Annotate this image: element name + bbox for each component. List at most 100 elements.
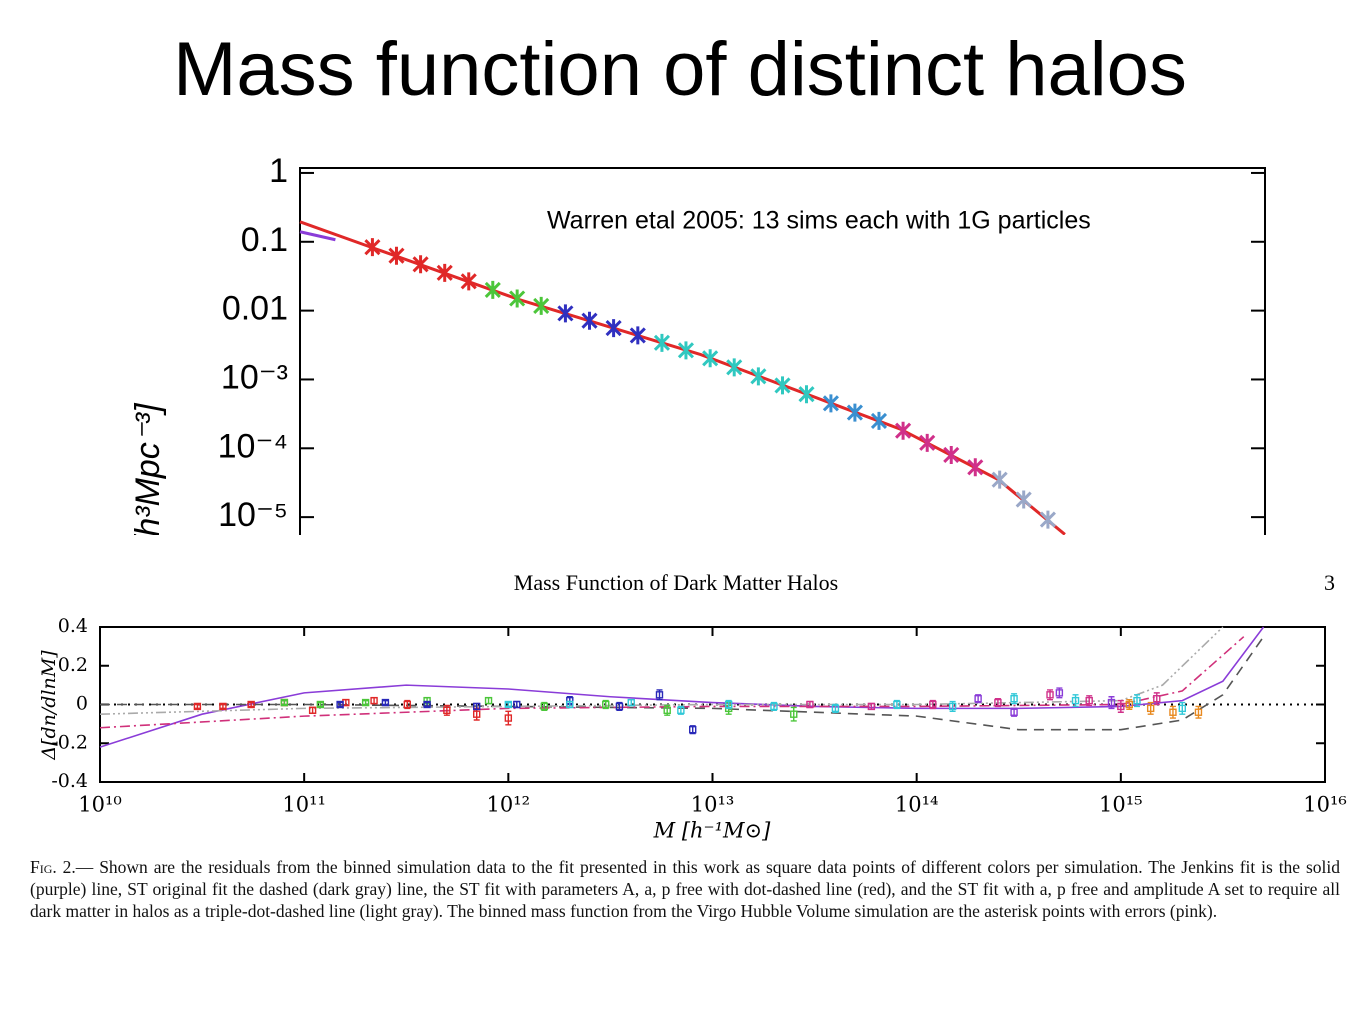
data-cross xyxy=(822,394,839,413)
data-square xyxy=(655,691,664,699)
x-tick-label: 10¹⁴ xyxy=(895,793,939,817)
data-cross xyxy=(991,470,1008,489)
y-tick-label: 0.4 xyxy=(58,615,88,637)
data-square xyxy=(193,702,202,711)
data-cross xyxy=(1015,490,1032,509)
y-tick-label: 10⁻⁴ xyxy=(218,427,288,465)
slide-title: Mass function of distinct halos xyxy=(173,27,1187,112)
data-cross xyxy=(388,246,405,265)
bottom-figure: Mass Function of Dark Matter Halos 3 -0.… xyxy=(38,570,1347,842)
data-square xyxy=(504,714,513,722)
data-square xyxy=(336,700,344,709)
y-tick-label: -0.4 xyxy=(51,770,88,792)
data-square xyxy=(370,696,378,705)
data-cross xyxy=(726,358,743,377)
running-head: Mass Function of Dark Matter Halos xyxy=(514,570,838,595)
data-square xyxy=(1146,704,1155,713)
data-square xyxy=(1046,691,1054,699)
data-square xyxy=(1055,689,1064,697)
data-cross xyxy=(364,238,381,257)
error-bar xyxy=(1134,694,1140,708)
x-tick-label: 10¹² xyxy=(487,793,531,817)
x-tick-label: 10¹⁰ xyxy=(78,793,122,817)
error-bar xyxy=(1179,701,1186,715)
data-square xyxy=(602,700,610,709)
error-bar xyxy=(1195,705,1202,719)
data-square xyxy=(1085,696,1093,705)
error-bar xyxy=(317,701,324,708)
x-tick-label: 10¹⁵ xyxy=(1099,793,1143,817)
y-tick-label: 10⁻⁵ xyxy=(218,496,288,534)
y-tick-label: 0.2 xyxy=(58,654,88,676)
data-square xyxy=(473,702,481,711)
fit-curve xyxy=(100,636,1265,731)
data-cross xyxy=(895,421,912,440)
data-square xyxy=(689,725,697,734)
plot-frame xyxy=(299,167,1266,535)
y-axis-label: Δ[dn/dlnM] xyxy=(38,650,60,761)
error-bar xyxy=(1147,701,1154,715)
fit-curve xyxy=(99,636,1245,729)
data-square xyxy=(1178,704,1186,713)
data-square xyxy=(443,706,451,715)
data-cross xyxy=(798,385,815,404)
error-bar xyxy=(505,710,512,726)
data-square xyxy=(308,706,317,715)
error-bar xyxy=(1072,694,1079,708)
data-square xyxy=(1169,708,1177,716)
data-square xyxy=(994,698,1002,707)
x-tick-label: 10¹¹ xyxy=(282,793,326,817)
error-bar xyxy=(424,701,431,708)
data-square xyxy=(1117,702,1125,711)
data-square xyxy=(566,700,574,709)
data-cross xyxy=(846,403,863,422)
data-square xyxy=(1107,698,1116,707)
data-square xyxy=(663,706,671,715)
data-cross xyxy=(774,376,791,395)
data-cross xyxy=(677,341,695,360)
top-figure: 1 0.1 0.01 10⁻³ 10⁻⁴ 10⁻⁵ f [h³Mpc⁻³] Warren et… xyxy=(129,152,1266,565)
error-bar xyxy=(485,697,492,705)
data-cross xyxy=(870,411,888,430)
data-cross xyxy=(484,280,501,299)
data-square xyxy=(806,700,814,709)
data-square xyxy=(280,698,289,707)
data-cross xyxy=(943,445,960,464)
error-bar xyxy=(281,699,288,706)
data-square xyxy=(540,702,548,711)
figure-caption: Fig. 2.— Shown are the residuals from th… xyxy=(30,856,1340,922)
error-bar xyxy=(337,701,344,708)
data-cross xyxy=(1039,510,1056,529)
data-square xyxy=(403,700,412,709)
data-square xyxy=(1071,696,1080,705)
data-square xyxy=(1010,694,1018,703)
data-square xyxy=(615,702,624,711)
y-tick-label: 0.01 xyxy=(222,290,288,328)
data-square xyxy=(1133,696,1141,705)
y-tick-label: -0.2 xyxy=(51,731,88,753)
x-axis-label: M [h⁻¹M⊙] xyxy=(653,819,771,843)
data-cross xyxy=(581,311,598,330)
fit-curve xyxy=(299,230,336,242)
error-bar xyxy=(1108,696,1115,710)
data-square xyxy=(423,700,431,709)
data-square xyxy=(724,700,733,709)
error-bar xyxy=(790,706,797,722)
data-square xyxy=(247,700,255,709)
y-tick-label: 10⁻³ xyxy=(221,358,288,396)
data-square xyxy=(770,702,778,711)
y-tick-label: 0.1 xyxy=(241,221,288,259)
y-axis-label: f [h³Mpc⁻³] xyxy=(129,402,167,565)
data-square xyxy=(677,706,685,715)
data-square xyxy=(361,698,370,707)
data-cross xyxy=(702,349,719,368)
data-cross xyxy=(919,433,936,452)
x-tick-label: 10¹⁶ xyxy=(1303,793,1347,817)
data-cross xyxy=(750,367,767,386)
y-tick-label: 0 xyxy=(76,693,88,715)
error-bar xyxy=(371,697,378,705)
x-tick-label: 10¹³ xyxy=(691,793,735,817)
data-square xyxy=(504,700,513,709)
data-square xyxy=(867,702,876,711)
error-bar xyxy=(248,701,255,708)
